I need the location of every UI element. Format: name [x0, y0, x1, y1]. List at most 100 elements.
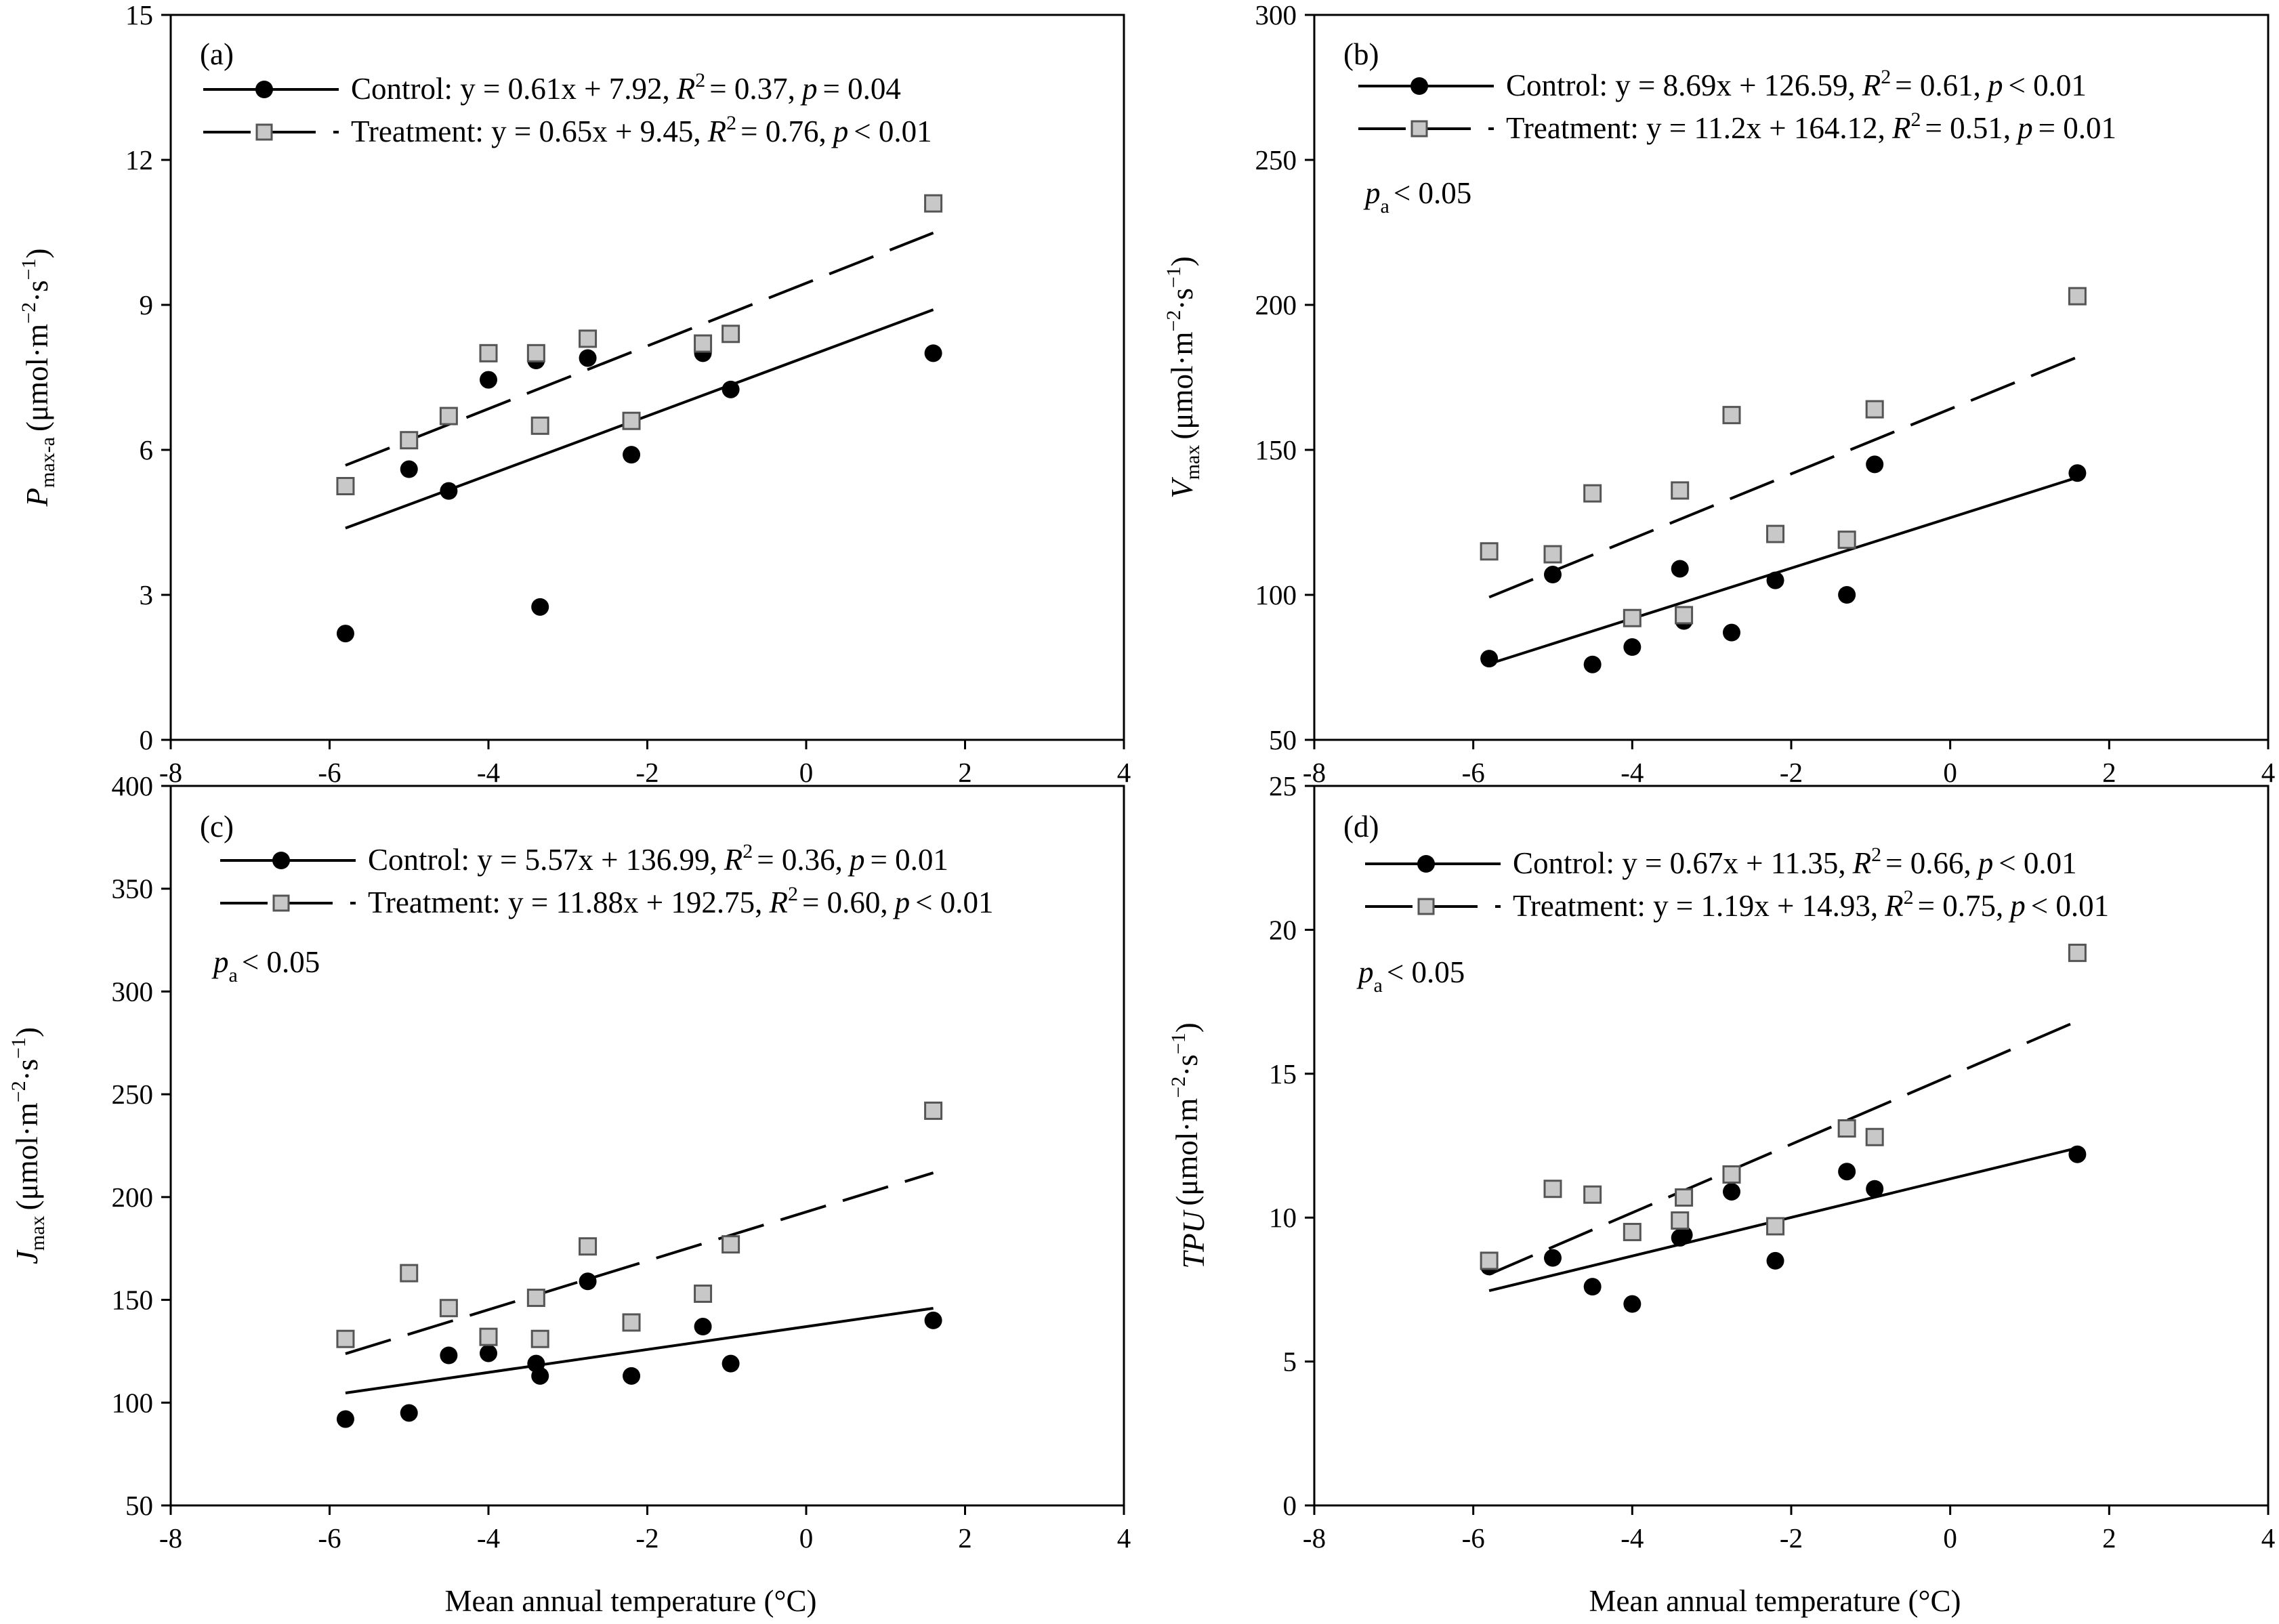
data-point-treatment	[1766, 524, 1785, 543]
y-tick-label: 400	[112, 770, 154, 801]
legend-r2-value: = 0.61,	[1895, 68, 1981, 102]
legend-r-exponent: 2	[1881, 66, 1891, 88]
legend-p-symbol: p	[1986, 68, 2003, 102]
y-axis-title-part: max	[1182, 445, 1204, 480]
series-c-treatment	[336, 1101, 943, 1355]
legend-p-symbol: p	[800, 72, 818, 106]
data-point-control	[1866, 1180, 1884, 1198]
y-axis-title-part: )	[10, 1027, 44, 1037]
x-tick-label: 2	[2102, 757, 2116, 788]
legend-r-symbol: R	[1891, 111, 1911, 145]
legend-marker	[1417, 855, 1435, 873]
y-tick-label: 0	[140, 724, 154, 755]
pa-symbol: p	[211, 945, 229, 979]
legend-colon: :	[1630, 111, 1646, 145]
x-tick-label: -2	[635, 1522, 658, 1554]
legend-p-value: = 0.04	[822, 72, 900, 106]
legend-r-symbol: R	[1862, 68, 1881, 102]
legend-p-value: = 0.01	[2038, 111, 2116, 145]
data-point-treatment	[722, 1235, 740, 1254]
x-tick-label: -4	[477, 757, 500, 788]
legend-series-name: Control	[351, 72, 444, 106]
legend-r2-value: = 0.66,	[1885, 846, 1971, 880]
y-tick-label: 200	[112, 1182, 154, 1213]
y-axis-title-part: (μmol·m	[10, 1102, 44, 1210]
y-tick-label: 150	[1255, 434, 1297, 465]
y-axis-title-part: (μmol·m	[20, 324, 54, 432]
legend-series-name: Control	[368, 843, 461, 877]
pa-value: < 0.05	[1387, 955, 1465, 989]
legend-p-symbol: p	[893, 886, 911, 919]
y-axis-title-part: −2	[1167, 1077, 1190, 1098]
fit-line-treatment	[1488, 1020, 2078, 1276]
y-axis-title-part: max-a	[37, 437, 59, 488]
y-tick-label: 9	[140, 289, 154, 320]
legend-p-value: < 0.01	[2031, 889, 2109, 923]
y-axis-title-part: −2	[18, 302, 40, 324]
y-tick-label: 300	[1255, 0, 1297, 30]
data-point-control	[1838, 1163, 1856, 1181]
legend-text: Control: y = 0.61x + 7.92, R2 = 0.37, p = 0.…	[351, 69, 901, 106]
legend-r-symbol: R	[676, 72, 696, 106]
data-point-treatment	[1480, 1251, 1499, 1270]
data-point-treatment	[336, 477, 355, 495]
legend-marker	[255, 81, 273, 98]
x-tick-label: 4	[2261, 1522, 2276, 1554]
y-axis-title-part: P	[20, 488, 54, 507]
y-tick-label: 20	[1269, 914, 1297, 945]
data-point-treatment	[1722, 406, 1741, 425]
data-point-treatment	[2068, 943, 2087, 962]
data-point-treatment	[400, 431, 419, 450]
data-point-treatment	[1722, 1165, 1741, 1184]
data-point-control	[1671, 560, 1689, 578]
x-tick-label: 0	[1943, 757, 1957, 788]
x-tick-label: -4	[1621, 757, 1644, 788]
data-point-treatment	[1671, 1211, 1690, 1230]
data-point-treatment	[694, 334, 713, 353]
y-axis-title-part: ·s	[1165, 288, 1199, 310]
x-tick-label: 4	[1117, 1522, 1131, 1554]
legend-r2-value: = 0.36,	[757, 843, 843, 877]
data-point-control	[1583, 1278, 1602, 1296]
x-tick-label: 2	[958, 1522, 972, 1554]
y-axis-title-c: Jmax (μmol·m−2·s−1)	[7, 1027, 49, 1264]
legend-r-exponent: 2	[726, 112, 736, 134]
data-point-treatment	[1543, 1180, 1562, 1199]
panel-label-c: (c)	[200, 810, 234, 844]
y-tick-label: 200	[1255, 289, 1297, 320]
data-point-control	[1583, 655, 1602, 673]
legend-r-exponent: 2	[695, 69, 705, 91]
fit-line-treatment	[345, 231, 934, 467]
legend-p-value: < 0.01	[2008, 68, 2086, 102]
legend-equation: y = 8.69x + 126.59,	[1615, 68, 1856, 102]
legend-text: Control: y = 8.69x + 126.59, R2 = 0.61, p < …	[1506, 66, 2087, 102]
y-tick-label: 15	[125, 0, 153, 30]
series-c-control	[336, 1272, 942, 1428]
legend-marker	[272, 894, 290, 912]
fit-line-treatment	[345, 1171, 934, 1355]
y-tick-label: 5	[1283, 1346, 1297, 1377]
legend-r-exponent: 2	[1910, 108, 1921, 131]
legend-p-value: < 0.01	[1999, 846, 2076, 880]
fit-line-control	[1488, 476, 2078, 665]
series-b-treatment	[1480, 287, 2087, 627]
y-tick-label: 250	[1255, 144, 1297, 175]
legend-colon: :	[1606, 846, 1623, 880]
x-tick-label: 0	[799, 1522, 814, 1554]
series-d-treatment	[1480, 943, 2087, 1276]
legend-series-name: Treatment	[1506, 111, 1631, 145]
data-point-treatment	[1480, 542, 1499, 561]
data-point-control	[1544, 1249, 1562, 1267]
panel-label-b: (b)	[1343, 37, 1379, 71]
legend-p-symbol: p	[848, 843, 865, 877]
legend-entry-a-treatment: Treatment: y = 0.65x + 9.45, R2 = 0.76, p < …	[203, 112, 932, 148]
legend-r2-value: = 0.75,	[1918, 889, 2004, 923]
panel-b: -8 -6 -4 -2 0 2 450100150200250300Vmax(μmol·m−…	[1163, 0, 2275, 788]
data-point-control	[531, 1367, 549, 1385]
y-axis-title-part: ·s	[1170, 1054, 1204, 1077]
x-tick-label: 4	[2261, 757, 2276, 788]
data-point-control	[722, 1354, 740, 1373]
legend-colon: :	[492, 886, 508, 919]
data-point-control	[579, 1272, 597, 1291]
